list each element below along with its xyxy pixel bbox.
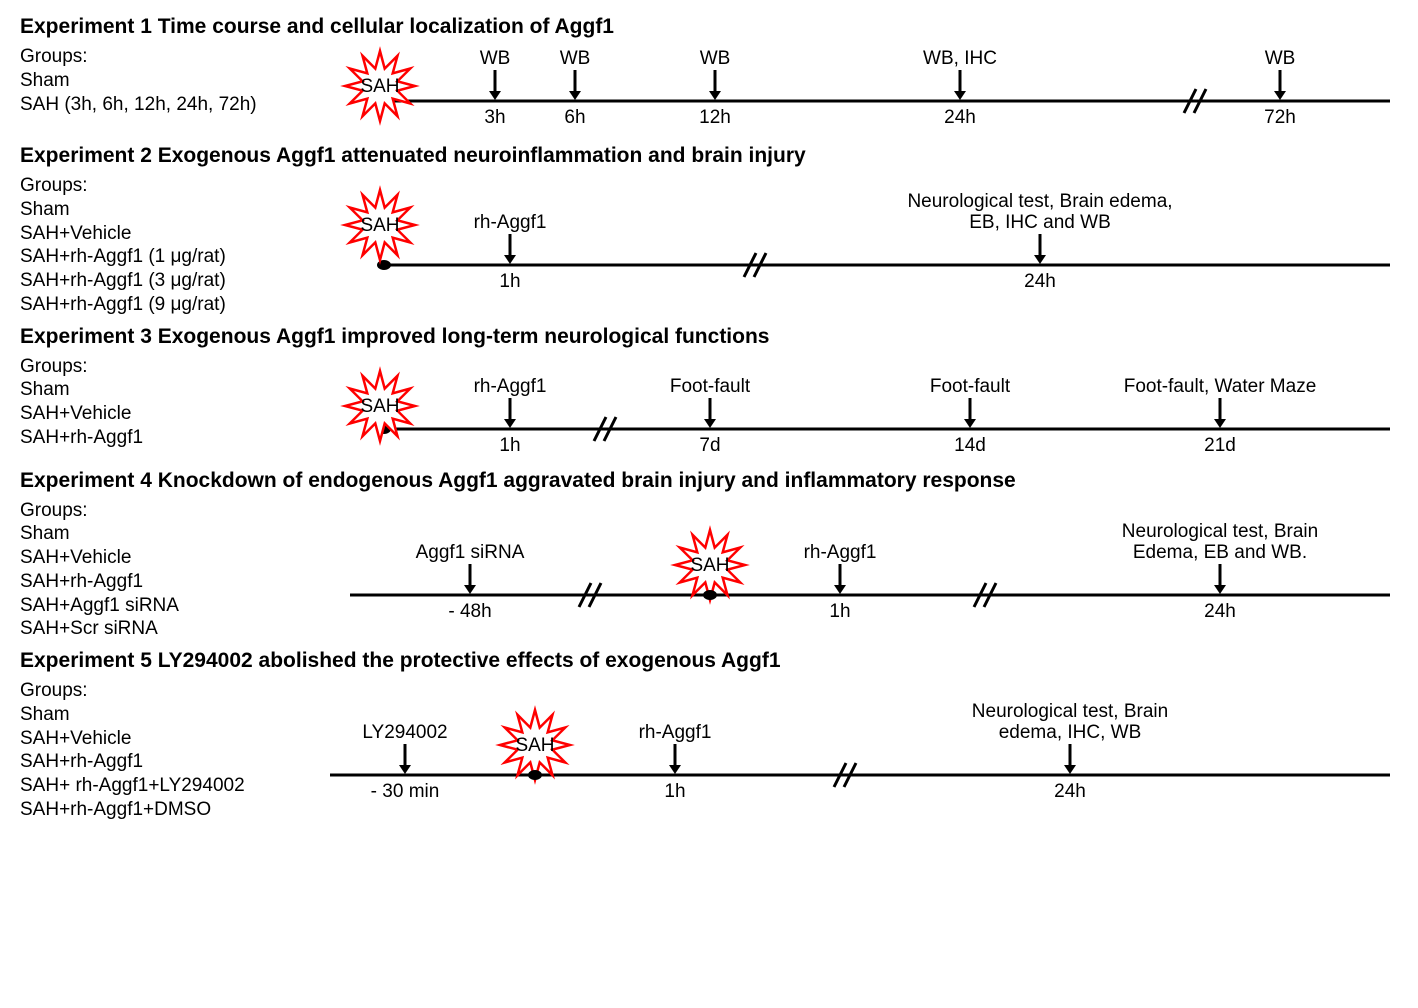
group-item: SAH (3h, 6h, 12h, 24h, 72h) <box>20 93 320 117</box>
experiment-title: Experiment 4 Knockdown of endogenous Agg… <box>20 469 1398 493</box>
experiment-title: Experiment 5 LY294002 abolished the prot… <box>20 649 1398 673</box>
experiment-title: Experiment 1 Time course and cellular lo… <box>20 15 1398 39</box>
groups-list: Groups:ShamSAH+VehicleSAH+rh-Aggf1 <box>20 351 320 450</box>
groups-list: Groups:ShamSAH+VehicleSAH+rh-Aggf1SAH+Ag… <box>20 495 320 642</box>
svg-text:edema, IHC, WB: edema, IHC, WB <box>999 722 1142 743</box>
group-item: SAH+rh-Aggf1+DMSO <box>20 798 320 822</box>
svg-text:14d: 14d <box>954 435 986 456</box>
groups-list: Groups:ShamSAH+VehicleSAH+rh-Aggf1 (1 μg… <box>20 170 320 317</box>
svg-text:21d: 21d <box>1204 435 1236 456</box>
svg-text:SAH: SAH <box>515 735 554 756</box>
svg-text:12h: 12h <box>699 107 731 128</box>
svg-text:1h: 1h <box>499 271 520 292</box>
svg-text:rh-Aggf1: rh-Aggf1 <box>804 542 877 563</box>
group-item: Sham <box>20 69 320 93</box>
group-item: Sham <box>20 198 320 222</box>
svg-text:24h: 24h <box>944 107 976 128</box>
svg-text:7d: 7d <box>699 435 720 456</box>
group-item: SAH+rh-Aggf1 <box>20 426 320 450</box>
svg-text:6h: 6h <box>564 107 585 128</box>
experiment-body: Groups:ShamSAH (3h, 6h, 12h, 24h, 72h)SA… <box>20 41 1398 136</box>
experiment-body: Groups:ShamSAH+VehicleSAH+rh-Aggf1 SAH rh-… <box>20 351 1398 461</box>
svg-text:rh-Aggf1: rh-Aggf1 <box>474 212 547 233</box>
groups-list: Groups:ShamSAH (3h, 6h, 12h, 24h, 72h) <box>20 41 320 116</box>
timeline: SAH WB 3h WB 6h WB 12h WB, IHC 24h WB 72h <box>320 41 1400 136</box>
experiment-5: Experiment 5 LY294002 abolished the prot… <box>20 649 1398 822</box>
svg-text:Aggf1 siRNA: Aggf1 siRNA <box>416 542 525 563</box>
svg-text:- 48h: - 48h <box>448 601 491 622</box>
group-item: Sham <box>20 522 320 546</box>
group-item: SAH+Vehicle <box>20 546 320 570</box>
timeline: SAH rh-Aggf1 1h Foot-fault 7d Foot-fault 14d Fo… <box>320 351 1400 461</box>
groups-header: Groups: <box>20 355 320 379</box>
group-item: SAH+rh-Aggf1 <box>20 570 320 594</box>
timeline: SAH LY294002 - 30 min rh-Aggf1 1h Neurologica… <box>320 675 1400 805</box>
svg-text:LY294002: LY294002 <box>362 722 447 743</box>
group-item: SAH+rh-Aggf1 (1 μg/rat) <box>20 245 320 269</box>
svg-text:24h: 24h <box>1054 781 1086 802</box>
svg-text:24h: 24h <box>1204 601 1236 622</box>
svg-text:1h: 1h <box>829 601 850 622</box>
svg-text:WB: WB <box>1265 48 1296 69</box>
svg-text:SAH: SAH <box>360 215 399 236</box>
svg-text:SAH: SAH <box>690 555 729 576</box>
groups-header: Groups: <box>20 679 320 703</box>
experiment-3: Experiment 3 Exogenous Aggf1 improved lo… <box>20 325 1398 461</box>
group-item: SAH+ rh-Aggf1+LY294002 <box>20 774 320 798</box>
groups-header: Groups: <box>20 499 320 523</box>
svg-text:Foot-fault, Water Maze: Foot-fault, Water Maze <box>1124 376 1317 397</box>
svg-text:3h: 3h <box>484 107 505 128</box>
svg-text:1h: 1h <box>664 781 685 802</box>
groups-header: Groups: <box>20 45 320 69</box>
timeline: SAH rh-Aggf1 1h Neurological test, Brain ed… <box>320 170 1400 300</box>
group-item: SAH+Vehicle <box>20 222 320 246</box>
svg-text:EB, IHC and WB: EB, IHC and WB <box>969 212 1111 233</box>
groups-header: Groups: <box>20 174 320 198</box>
svg-text:WB: WB <box>480 48 511 69</box>
experiment-body: Groups:ShamSAH+VehicleSAH+rh-Aggf1SAH+Ag… <box>20 495 1398 642</box>
group-item: SAH+rh-Aggf1 <box>20 750 320 774</box>
svg-text:72h: 72h <box>1264 107 1296 128</box>
groups-list: Groups:ShamSAH+VehicleSAH+rh-Aggf1SAH+ r… <box>20 675 320 822</box>
svg-text:- 30 min: - 30 min <box>371 781 440 802</box>
svg-text:Neurological test, Brain edema: Neurological test, Brain edema, <box>907 191 1172 212</box>
experiment-1: Experiment 1 Time course and cellular lo… <box>20 15 1398 136</box>
group-item: Sham <box>20 703 320 727</box>
svg-text:24h: 24h <box>1024 271 1056 292</box>
svg-text:Neurological test, Brain: Neurological test, Brain <box>972 701 1168 722</box>
svg-text:Foot-fault: Foot-fault <box>670 376 751 397</box>
experiment-body: Groups:ShamSAH+VehicleSAH+rh-Aggf1SAH+ r… <box>20 675 1398 822</box>
svg-text:Neurological test, Brain: Neurological test, Brain <box>1122 521 1318 542</box>
svg-text:1h: 1h <box>499 435 520 456</box>
svg-text:rh-Aggf1: rh-Aggf1 <box>639 722 712 743</box>
group-item: SAH+Aggf1 siRNA <box>20 594 320 618</box>
experiment-title: Experiment 2 Exogenous Aggf1 attenuated … <box>20 144 1398 168</box>
svg-text:SAH: SAH <box>360 396 399 417</box>
svg-text:Edema, EB and WB.: Edema, EB and WB. <box>1133 542 1307 563</box>
experiment-4: Experiment 4 Knockdown of endogenous Agg… <box>20 469 1398 642</box>
svg-text:WB: WB <box>700 48 731 69</box>
timeline: SAH Aggf1 siRNA - 48h rh-Aggf1 1h Neurologica… <box>320 495 1400 625</box>
svg-text:WB, IHC: WB, IHC <box>923 48 997 69</box>
group-item: SAH+Scr siRNA <box>20 617 320 641</box>
group-item: Sham <box>20 378 320 402</box>
svg-text:Foot-fault: Foot-fault <box>930 376 1011 397</box>
group-item: SAH+rh-Aggf1 (3 μg/rat) <box>20 269 320 293</box>
svg-text:WB: WB <box>560 48 591 69</box>
group-item: SAH+rh-Aggf1 (9 μg/rat) <box>20 293 320 317</box>
experiment-title: Experiment 3 Exogenous Aggf1 improved lo… <box>20 325 1398 349</box>
experiment-2: Experiment 2 Exogenous Aggf1 attenuated … <box>20 144 1398 317</box>
experiment-body: Groups:ShamSAH+VehicleSAH+rh-Aggf1 (1 μg… <box>20 170 1398 317</box>
svg-text:SAH: SAH <box>360 76 399 97</box>
svg-text:rh-Aggf1: rh-Aggf1 <box>474 376 547 397</box>
group-item: SAH+Vehicle <box>20 402 320 426</box>
group-item: SAH+Vehicle <box>20 727 320 751</box>
